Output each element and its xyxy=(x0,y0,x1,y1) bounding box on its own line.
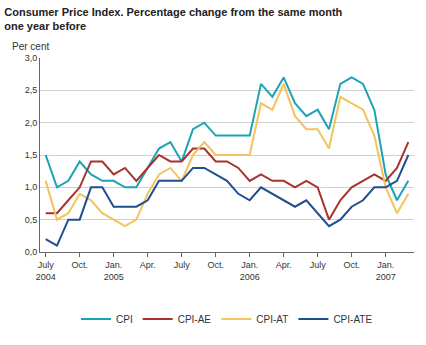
svg-text:1,5: 1,5 xyxy=(25,150,38,160)
svg-text:Jan.2006: Jan.2006 xyxy=(240,260,260,282)
svg-text:CPI-AE: CPI-AE xyxy=(178,314,212,325)
svg-text:Oct.: Oct. xyxy=(71,260,88,270)
svg-text:July: July xyxy=(174,260,191,270)
svg-text:Apr.: Apr. xyxy=(276,260,292,270)
svg-text:CPI-AT: CPI-AT xyxy=(256,314,288,325)
svg-text:Per cent: Per cent xyxy=(12,41,49,52)
svg-text:CPI: CPI xyxy=(116,314,133,325)
svg-text:Oct.: Oct. xyxy=(207,260,224,270)
svg-text:3,0: 3,0 xyxy=(25,53,38,63)
svg-text:Jan.2007: Jan.2007 xyxy=(376,260,396,282)
svg-text:0,5: 0,5 xyxy=(25,215,38,225)
svg-text:1,0: 1,0 xyxy=(25,182,38,192)
svg-text:Jan.2005: Jan.2005 xyxy=(104,260,124,282)
svg-text:Oct.: Oct. xyxy=(343,260,360,270)
svg-text:Apr.: Apr. xyxy=(140,260,156,270)
svg-text:0,0: 0,0 xyxy=(25,247,38,257)
svg-text:2,0: 2,0 xyxy=(25,118,38,128)
svg-text:Consumer Price Index. Percenta: Consumer Price Index. Percentage change … xyxy=(4,6,342,32)
svg-text:CPI-ATE: CPI-ATE xyxy=(333,314,372,325)
svg-text:July2004: July2004 xyxy=(36,260,56,282)
svg-text:2,5: 2,5 xyxy=(25,85,38,95)
svg-text:July: July xyxy=(310,260,327,270)
